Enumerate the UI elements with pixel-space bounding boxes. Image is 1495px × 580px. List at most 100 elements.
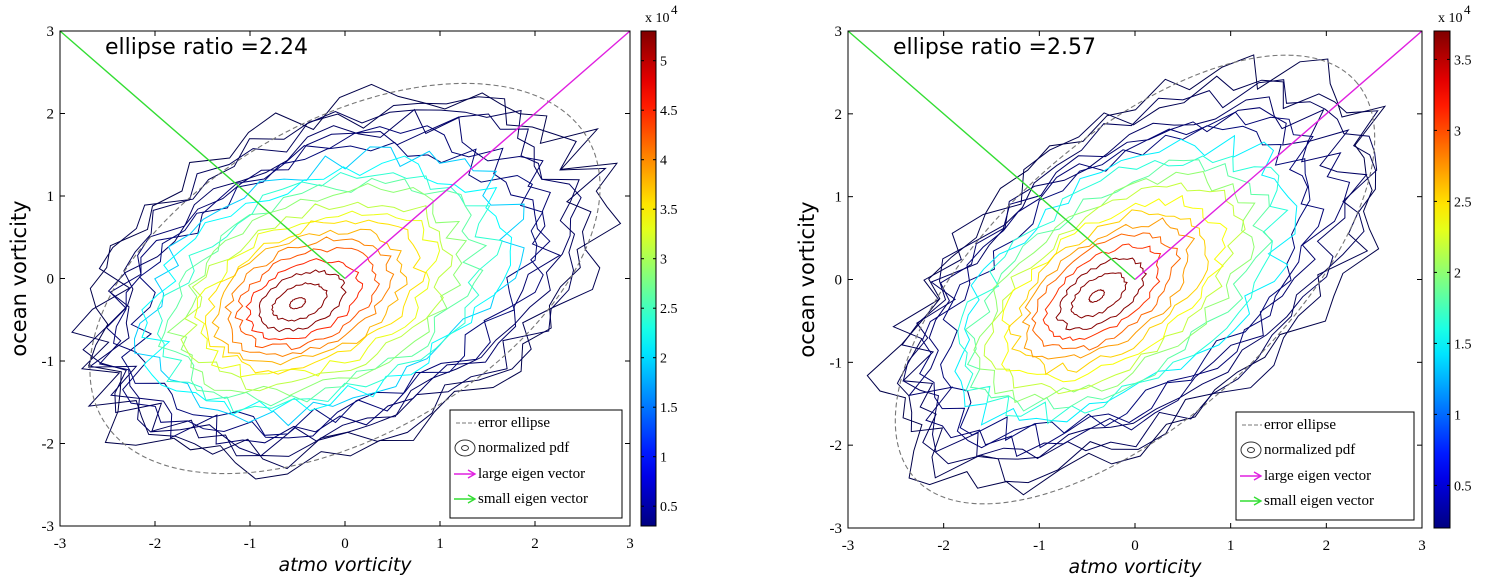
pdf-contour-level: [919, 111, 1325, 449]
pdf-contour-level: [133, 146, 525, 427]
colorbar-tick-label: 4: [660, 154, 667, 169]
legend-entry: large eigen vector: [1264, 468, 1371, 484]
pdf-contour-level: [82, 109, 580, 457]
x-axis-label: atmo vorticity: [1068, 556, 1202, 578]
plot-content: [60, 31, 630, 480]
x-tick-label: -2: [937, 538, 950, 554]
pdf-contour-level: [1001, 194, 1228, 383]
error-ellipse: [89, 82, 601, 475]
y-tick-label: -1: [830, 355, 843, 371]
legend-entry: small eigen vector: [1264, 493, 1374, 509]
colorbar-tick-label: 3: [660, 253, 667, 268]
y-tick-label: -2: [42, 437, 55, 453]
pdf-contour-level: [1031, 232, 1182, 351]
colorbar-tick-label: 0.5: [660, 500, 678, 515]
colorbar-tick-label: 1: [660, 451, 667, 466]
x-axis-label: atmo vorticity: [278, 554, 412, 576]
colorbar-tick-label: 0.5: [1454, 479, 1472, 494]
legend: error ellipse normalized pdf large eigen v…: [449, 409, 623, 519]
legend-small-vector-swatch-head: [1253, 496, 1263, 506]
error-ellipse: [894, 54, 1376, 505]
pdf-contour-level: [194, 210, 441, 378]
pdf-contour-level: [98, 116, 561, 445]
pdf-contour-level: [87, 108, 582, 457]
legend-entry: small eigen vector: [478, 491, 588, 507]
colorbar-tick-label: 2: [660, 352, 667, 367]
colorbar-multiplier: x 10: [1438, 11, 1463, 26]
legend-box: [449, 409, 623, 519]
pdf-contour-level: [973, 170, 1256, 404]
legend-large-vector-swatch-head: [467, 469, 477, 479]
pdf-contour-level: [87, 83, 622, 480]
x-tick-label: -1: [1033, 538, 1046, 554]
pdf-contour-level: [983, 182, 1246, 395]
legend-box: [1235, 411, 1415, 521]
pdf-contour-level: [1042, 243, 1162, 341]
colorbar-tick-label: 4.5: [660, 104, 678, 119]
y-tick-label: 2: [47, 107, 55, 123]
y-tick-label: 0: [47, 272, 55, 288]
x-tick-label: 2: [531, 536, 539, 552]
x-tick-label: 2: [1323, 538, 1331, 554]
y-axis-label: ocean vorticity: [795, 201, 819, 357]
x-tick-label: -3: [54, 536, 67, 552]
colorbar-tick-label: 2: [1454, 266, 1461, 281]
y-tick-label: -2: [830, 438, 843, 454]
plot-content: [848, 31, 1422, 505]
colorbar-multiplier: x 10: [645, 11, 670, 26]
legend-entry: normalized pdf: [478, 440, 569, 456]
x-tick-label: 1: [1227, 538, 1235, 554]
colorbar-tick-label: 2.5: [1454, 195, 1472, 210]
ellipse-ratio-annotation: ellipse ratio =2.57: [893, 35, 1096, 60]
pdf-contour-level: [271, 282, 328, 322]
legend-entry: large eigen vector: [478, 466, 585, 482]
pdf-contour-level: [1021, 217, 1196, 360]
y-tick-label: 3: [47, 24, 55, 40]
x-tick-label: 3: [626, 536, 634, 552]
pdf-contour-level: [234, 246, 381, 351]
legend-small-vector-swatch-head: [467, 494, 477, 504]
legend-large-vector-swatch-head: [1253, 471, 1263, 481]
pdf-contour-level: [908, 107, 1351, 458]
ellipse-ratio-annotation: ellipse ratio =2.24: [105, 35, 308, 60]
pdf-contour-level: [892, 75, 1379, 484]
colorbar: 0.5 1 1.5 2 2.5 3 3.5 x 104: [1433, 2, 1472, 529]
legend-pdf-swatch-inner: [1247, 447, 1255, 453]
colorbar: 0.511.522.533.544.55x 104: [640, 2, 678, 527]
pdf-contour-level: [121, 141, 544, 436]
pdf-contour-level: [71, 96, 607, 470]
pdf-contour-level: [957, 155, 1289, 425]
colorbar-tick-label: 5: [660, 55, 667, 70]
small-eigen-vector: [60, 31, 346, 280]
small-eigen-vector: [848, 31, 1136, 281]
pdf-contour-level: [224, 236, 395, 358]
pdf-contour-level: [1088, 289, 1106, 303]
chart-panel-1: -3 -2 -1 0 1 2 3 -3 -2 -1 0 1 2 3 atmo vorticity ocean …: [7, 2, 678, 576]
large-eigen-vector: [1134, 31, 1422, 281]
y-tick-label: 1: [47, 189, 55, 205]
pdf-contour-level: [141, 155, 513, 416]
pdf-contour-level: [204, 219, 427, 375]
pdf-contour-level: [288, 297, 307, 310]
pdf-contour-level: [245, 258, 364, 341]
y-tick-label: 3: [835, 24, 843, 40]
legend-pdf-swatch: [1240, 441, 1262, 459]
pdf-contour-level: [901, 79, 1378, 465]
legend-pdf-swatch-inner: [461, 445, 469, 451]
pdf-contour-level: [866, 54, 1387, 496]
y-tick-label: -3: [42, 519, 55, 535]
colorbar-tick-label: 2.5: [660, 302, 678, 317]
pdf-contour-level: [157, 177, 488, 407]
y-tick-label: 2: [835, 107, 843, 123]
pdf-contour-level: [211, 228, 408, 366]
x-tick-label: 0: [341, 536, 349, 552]
y-axis-label: ocean vorticity: [7, 200, 31, 356]
colorbar-tick-label: 3: [1454, 124, 1461, 139]
colorbar-gradient: [640, 30, 657, 527]
x-tick-label: 1: [436, 536, 444, 552]
pdf-contour-level: [1008, 209, 1209, 376]
legend-pdf-swatch: [454, 439, 476, 457]
pdf-contour-level: [1055, 257, 1148, 331]
colorbar-tick-label: 1: [1454, 408, 1461, 423]
